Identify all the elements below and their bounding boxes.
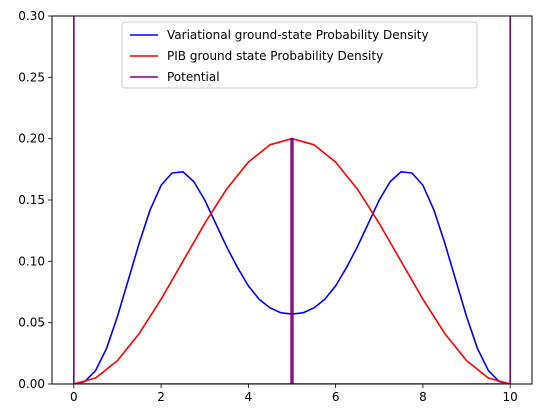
y-tick-label: 0.00 <box>18 377 45 391</box>
x-tick-label: 0 <box>70 390 78 404</box>
x-tick-label: 4 <box>245 390 253 404</box>
series-line-2 <box>73 16 511 384</box>
y-axis: 0.00 0.05 0.10 0.15 0.20 0.25 0.30 <box>18 9 52 391</box>
series-layer <box>73 16 511 384</box>
x-tick-label: 2 <box>157 390 165 404</box>
x-tick-label: 6 <box>332 390 340 404</box>
legend-entry: Variational ground-state Probability Den… <box>167 28 429 42</box>
y-tick-label: 0.10 <box>18 254 45 268</box>
y-tick-label: 0.30 <box>18 9 45 23</box>
legend-box <box>121 21 478 89</box>
series-line-0 <box>73 170 511 384</box>
y-tick-label: 0.05 <box>18 316 45 330</box>
y-tick-label: 0.20 <box>18 132 45 146</box>
x-axis: 0 2 4 6 8 10 <box>70 384 518 404</box>
legend: Variational ground-state Probability Den… <box>121 21 478 89</box>
y-tick-label: 0.25 <box>18 70 45 84</box>
x-tick-label: 10 <box>503 390 518 404</box>
legend-entry: PIB ground state Probability Density <box>167 49 383 63</box>
legend-entry: Potential <box>167 70 220 84</box>
x-tick-label: 8 <box>419 390 427 404</box>
y-tick-label: 0.15 <box>18 193 45 207</box>
